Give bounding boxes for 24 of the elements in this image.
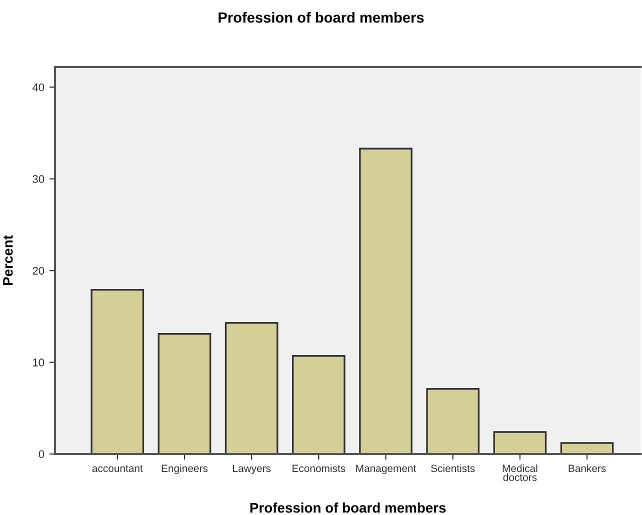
- y-tick-label: 40: [32, 83, 44, 92]
- bar: [224, 322, 278, 454]
- bar: [560, 442, 614, 454]
- y-tick-label: 10: [33, 358, 44, 366]
- x-tick-label: Management: [356, 464, 416, 474]
- bar: [90, 289, 144, 454]
- y-tick-label: 0: [38, 450, 44, 458]
- x-tick-label: Lawyers: [233, 464, 271, 474]
- x-tick-label: Bankers: [568, 464, 606, 472]
- y-axis-title: Percent: [3, 235, 13, 286]
- bar: [359, 148, 412, 454]
- bar: [292, 355, 346, 454]
- chart-title: Profession of board members: [218, 12, 424, 23]
- x-tick-label: accountant: [92, 465, 143, 472]
- y-tick-label: 30: [32, 175, 44, 184]
- x-tick-label: Scientists: [431, 464, 475, 472]
- y-tick-label: 20: [32, 266, 44, 275]
- x-tick-label: Medical doctors: [502, 464, 538, 482]
- x-axis-title: Profession of board members: [250, 502, 446, 513]
- bar: [426, 388, 480, 454]
- x-tick-label: Economists: [292, 464, 346, 472]
- bar: [493, 431, 547, 454]
- bar: [158, 333, 212, 454]
- x-tick-label: Engineers: [162, 464, 208, 474]
